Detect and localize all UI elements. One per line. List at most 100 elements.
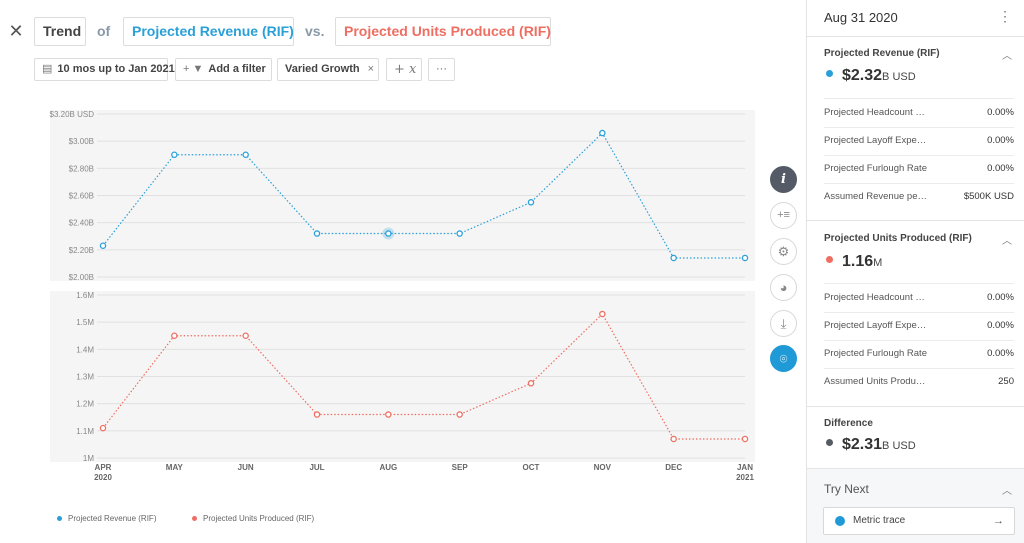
legend-item-units[interactable]: Projected Units Produced (RIF) (192, 514, 314, 523)
row-value: 250 (998, 376, 1014, 387)
divider (807, 36, 1024, 37)
legend-label-units: Projected Units Produced (RIF) (203, 514, 315, 523)
row-divider (824, 127, 1014, 128)
x-tick-label: NOV (594, 463, 612, 472)
row-value: 0.00% (987, 163, 1014, 174)
y-tick-label: 1.2M (76, 400, 94, 409)
revenue-value: $2.32B USD (826, 67, 916, 85)
row-label: Projected Furlough Rate (824, 163, 927, 174)
revenue-value-unit: B USD (882, 71, 916, 83)
series-line (102, 313, 745, 440)
data-point (741, 435, 749, 443)
data-point (242, 332, 249, 339)
divider (807, 220, 1024, 221)
row-divider (824, 312, 1014, 313)
x-tick-label: APR (95, 463, 112, 472)
data-point (456, 230, 463, 237)
data-point (171, 151, 178, 159)
data-point (527, 380, 535, 387)
chevron-up-icon[interactable]: ︿ (1002, 236, 1012, 247)
metric-b-pill[interactable]: Projected Units Produced (RIF) (335, 17, 551, 46)
row-divider (824, 98, 1014, 99)
row-label: Assumed Revenue per Employee (824, 191, 929, 202)
y-tick-label: 1.1M (76, 427, 94, 436)
download-icon[interactable]: ⤓ (770, 310, 797, 337)
chevron-up-icon[interactable]: ︿ (1002, 486, 1012, 497)
x-tick-year: 2021 (736, 473, 754, 482)
data-point (456, 411, 463, 418)
close-icon[interactable]: ✕ (8, 21, 24, 41)
divider (807, 468, 1024, 469)
x-tick-label: DEC (665, 463, 682, 472)
y-tick-label: $2.60B (69, 192, 94, 201)
units-row: Projected Layoff Expense 0.00% (824, 312, 1014, 340)
scenario-chip[interactable]: Varied Growth × (277, 58, 379, 81)
data-point (385, 411, 392, 418)
row-divider (824, 368, 1014, 369)
settings-icon[interactable]: ⚙ (770, 238, 797, 265)
trend-pill[interactable]: Trend (34, 17, 86, 46)
row-value: $500K USD (963, 191, 1014, 202)
x-tick-label: AUG (379, 463, 397, 472)
legend-dot-revenue (57, 516, 62, 522)
row-value: 0.00% (987, 292, 1014, 303)
revenue-row: Projected Layoff Expense 0.00% (824, 127, 1014, 155)
metric-trace-button[interactable]: Metric trace → (823, 507, 1015, 535)
y-tick-label: 1.3M (76, 373, 94, 382)
info-icon[interactable]: i (770, 166, 797, 193)
difference-value-number: $2.31 (842, 436, 883, 453)
y-tick-label: 1.5M (76, 318, 94, 327)
x-tick-label: JUN (238, 463, 254, 472)
row-label: Projected Layoff Expense (824, 320, 929, 331)
add-formula-button[interactable]: + 𝑥 (386, 58, 422, 81)
try-next-title: Try Next (824, 482, 869, 496)
data-point (599, 310, 606, 318)
y-tick-label: $2.40B (69, 219, 94, 228)
data-point (385, 230, 392, 237)
data-point (313, 230, 321, 237)
more-options-button[interactable]: ··· (428, 58, 455, 81)
kebab-menu-icon[interactable]: ⋮ (998, 8, 1012, 24)
difference-section-title: Difference (824, 418, 873, 429)
data-point (670, 254, 677, 262)
y-tick-label: 1.6M (76, 291, 94, 300)
data-point (599, 129, 606, 137)
data-point (171, 332, 178, 339)
row-label: Projected Headcount Reduction (824, 292, 929, 303)
row-divider (824, 340, 1014, 341)
row-value: 0.00% (987, 135, 1014, 146)
palette-icon[interactable]: ◕ (770, 274, 797, 301)
date-range-chip[interactable]: ▤ 10 mos up to Jan 2021 (34, 58, 175, 81)
row-label: Assumed Units Produced per Employee (824, 376, 929, 387)
y-tick-label: $2.20B (69, 246, 94, 255)
remove-scenario-icon[interactable]: × (367, 63, 375, 75)
x-tick-label: JAN (737, 463, 753, 472)
row-divider (824, 183, 1014, 184)
row-value: 0.00% (987, 107, 1014, 118)
difference-value-unit: B USD (882, 440, 916, 452)
add-filter-label: Add a filter (208, 63, 266, 75)
screenshot-icon[interactable]: ⌾ (770, 345, 797, 372)
units-row: Assumed Units Produced per Employee 250 (824, 368, 1014, 396)
row-label: Projected Furlough Rate (824, 348, 927, 359)
y-tick-label: 1M (83, 454, 94, 463)
data-point (741, 254, 749, 262)
legend-item-revenue[interactable]: Projected Revenue (RIF) (57, 514, 156, 523)
x-tick-year: 2020 (94, 473, 112, 482)
add-filter-button[interactable]: + ▼ Add a filter (175, 58, 272, 81)
x-tick-label: JUL (309, 463, 324, 472)
data-point (242, 151, 249, 159)
y-tick-label: $2.00B (69, 273, 94, 282)
metric-a-pill[interactable]: Projected Revenue (RIF) (123, 17, 294, 46)
chevron-up-icon[interactable]: ︿ (1002, 51, 1012, 62)
metric-trace-icon (835, 516, 845, 526)
series-line (102, 132, 745, 259)
data-point (313, 411, 321, 418)
row-label: Projected Headcount Reduction (824, 107, 929, 118)
add-series-icon[interactable]: +≡ (770, 202, 797, 229)
y-tick-label: $2.80B (69, 164, 94, 173)
metric-trace-label: Metric trace (853, 515, 906, 526)
chart-area: ✕ Trend of Projected Revenue (RIF) vs. P… (8, 17, 797, 523)
data-point (99, 424, 107, 432)
x-tick-label: OCT (523, 463, 540, 472)
